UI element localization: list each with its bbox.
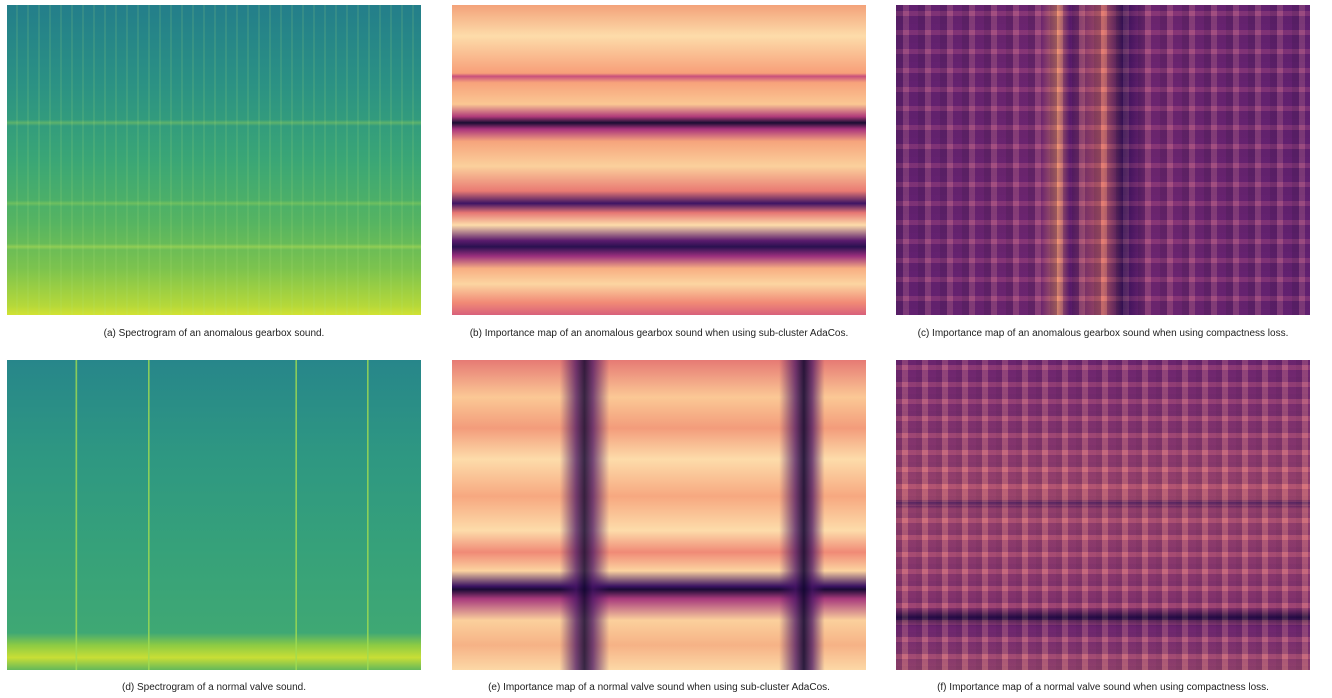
caption: (f) Importance map of a normal valve sou… xyxy=(881,682,1325,693)
caption: (b) Importance map of an anomalous gearb… xyxy=(437,328,881,339)
figure: (a) Spectrogram of an anomalous gearbox … xyxy=(0,0,1332,698)
importance-map-image xyxy=(896,5,1310,315)
caption: (e) Importance map of a normal valve sou… xyxy=(437,682,881,693)
spectrogram-image xyxy=(7,360,421,670)
caption: (a) Spectrogram of an anomalous gearbox … xyxy=(0,328,436,339)
spectrogram-image xyxy=(7,5,421,315)
caption: (c) Importance map of an anomalous gearb… xyxy=(881,328,1325,339)
caption: (d) Spectrogram of a normal valve sound. xyxy=(0,682,436,693)
importance-map-image xyxy=(452,5,866,315)
importance-map-image xyxy=(896,360,1310,670)
importance-map-image xyxy=(452,360,866,670)
